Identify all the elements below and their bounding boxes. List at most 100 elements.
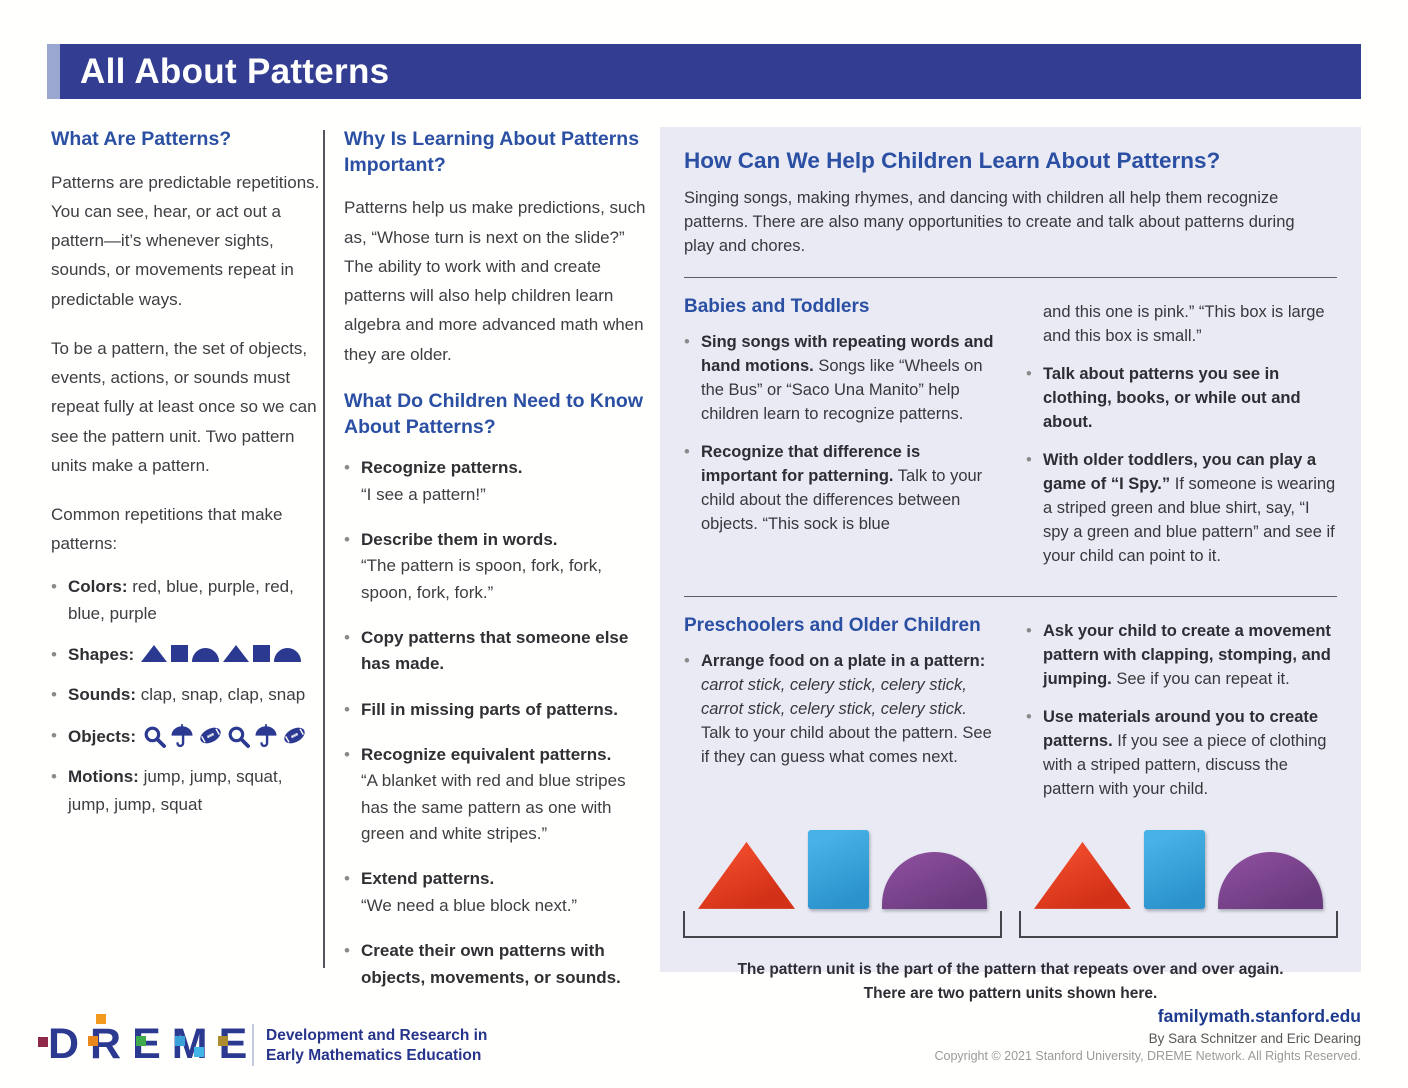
copyright-text: Copyright © 2021 Stanford University, DR…	[934, 1049, 1361, 1063]
tagline-line1: Development and Research in	[266, 1027, 488, 1044]
motions-text: jump, jump, squat, jump, jump, squat	[68, 767, 283, 814]
square-icon	[252, 644, 270, 662]
know-item: Describe them in words.“The pattern is s…	[344, 527, 654, 606]
preschoolers-item: Ask your child to create a movement patt…	[1026, 620, 1336, 692]
red-triangle-block	[698, 841, 795, 909]
purple-semicircle-block	[1218, 851, 1323, 909]
babies-left-list: Sing songs with repeating words and hand…	[684, 331, 1000, 536]
list-item-motions: Motions: jump, jump, squat, jump, jump, …	[51, 763, 323, 818]
pattern-unit-2	[1019, 829, 1338, 938]
babies-item: Recognize that difference is important f…	[684, 441, 1000, 537]
logo-accent-square	[38, 1037, 48, 1047]
pattern-unit-1	[683, 829, 1002, 938]
logo-accent-square	[175, 1036, 185, 1046]
pattern-unit-shapes	[683, 829, 1002, 909]
magnifier-icon	[144, 726, 166, 748]
byline-text: By Sara Schnitzer and Eric Dearing	[1148, 1031, 1361, 1046]
why-paragraph: Patterns help us make predictions, such …	[344, 198, 646, 364]
logo-tagline-divider	[252, 1024, 254, 1066]
preschoolers-item: Use materials around you to create patte…	[1026, 706, 1336, 802]
square-icon	[170, 644, 188, 662]
repetitions-intro: Common repetitions that make patterns:	[51, 505, 283, 554]
babies-right-list: Talk about patterns you see in clothing,…	[1026, 363, 1336, 568]
preschoolers-left-list: Arrange food on a plate in a pattern: ca…	[684, 650, 1000, 770]
objects-label: Objects:	[68, 726, 137, 746]
know-item: Extend patterns.“We need a blue block ne…	[344, 866, 654, 919]
help-children-panel: How Can We Help Children Learn About Pat…	[660, 127, 1361, 1002]
football-icon	[284, 727, 305, 743]
babies-toddlers-section: Babies and Toddlers Sing songs with repe…	[684, 296, 1337, 582]
logo-accent-square	[218, 1036, 228, 1046]
umbrella-icon	[255, 723, 277, 747]
why-and-know-section: Why Is Learning About Patterns Important…	[344, 127, 654, 1010]
what-paragraph-2: To be a pattern, the set of objects, eve…	[51, 338, 317, 475]
sounds-text: clap, snap, clap, snap	[140, 685, 306, 705]
figure-caption: The pattern unit is the part of the patt…	[684, 958, 1337, 1006]
logo-accent-square	[88, 1036, 98, 1046]
pattern-unit-shapes	[1019, 829, 1338, 909]
section-heading-what: What Are Patterns?	[51, 128, 232, 150]
red-triangle-block	[1034, 841, 1131, 909]
page-title: All About Patterns	[80, 51, 390, 91]
magnifier-icon	[228, 726, 250, 748]
section-heading-why: Why Is Learning About Patterns Important…	[344, 128, 640, 176]
panel-title: How Can We Help Children Learn About Pat…	[684, 148, 1221, 173]
list-item-colors: Colors: red, blue, purple, red, blue, pu…	[51, 573, 323, 628]
babies-item: Sing songs with repeating words and hand…	[684, 331, 1000, 427]
list-item-shapes: Shapes:	[51, 641, 323, 669]
semicircle-icon	[273, 647, 301, 662]
sounds-label: Sounds:	[68, 685, 136, 705]
know-item: Fill in missing parts of patterns.	[344, 697, 654, 724]
footer-credits: familymath.stanford.edu By Sara Schnitze…	[934, 1006, 1361, 1063]
semicircle-icon	[191, 647, 219, 662]
banner-accent-stripe	[47, 44, 60, 99]
preschoolers-heading: Preschoolers and Older Children	[684, 615, 981, 637]
dreme-tagline: Development and Research in Early Mathem…	[266, 1026, 487, 1067]
pattern-unit-bracket	[683, 910, 1002, 938]
purple-semicircle-block	[882, 851, 987, 909]
website-link[interactable]: familymath.stanford.edu	[1157, 1006, 1361, 1026]
umbrella-icon	[171, 723, 193, 747]
colors-label: Colors:	[68, 576, 128, 596]
list-item-sounds: Sounds: clap, snap, clap, snap	[51, 681, 323, 709]
motions-label: Motions:	[68, 767, 139, 787]
panel-divider	[684, 596, 1337, 598]
blue-square-block	[808, 829, 869, 909]
know-item: Recognize patterns.“I see a pattern!”	[344, 455, 654, 508]
blue-square-block	[1144, 829, 1205, 909]
triangle-icon	[140, 644, 167, 662]
know-item: Recognize equivalent patterns.“A blanket…	[344, 742, 654, 847]
pattern-units-figure	[683, 829, 1338, 938]
football-icon	[200, 727, 221, 743]
babies-left-column: Babies and Toddlers Sing songs with repe…	[684, 296, 1000, 550]
list-item-objects: Objects:	[51, 722, 323, 751]
logo-accent-square	[96, 1014, 106, 1024]
tagline-line2: Early Mathematics Education	[266, 1047, 482, 1065]
babies-heading: Babies and Toddlers	[684, 296, 870, 318]
triangle-icon	[222, 644, 249, 662]
column-divider	[323, 130, 325, 968]
section-heading-know: What Do Children Need to Know About Patt…	[344, 389, 643, 438]
shapes-label: Shapes:	[68, 644, 135, 664]
pattern-unit-bracket	[1019, 910, 1338, 938]
panel-intro: Singing songs, making rhymes, and dancin…	[684, 189, 1295, 256]
header-banner: All About Patterns	[47, 44, 1361, 99]
preschoolers-right-column: Ask your child to create a movement patt…	[1026, 620, 1336, 815]
what-are-patterns-section: What Are Patterns? Patterns are predicta…	[51, 127, 323, 831]
logo-accent-square	[136, 1036, 146, 1046]
dreme-logo-text: DREME	[48, 1020, 259, 1068]
preschoolers-right-list: Ask your child to create a movement patt…	[1026, 620, 1336, 801]
know-item: Create their own patterns with objects, …	[344, 938, 654, 991]
what-paragraph-1: Patterns are predictable repetitions. Yo…	[51, 172, 320, 309]
logo-accent-square	[194, 1047, 204, 1057]
babies-right-column: and this one is pink.” “This box is larg…	[1026, 301, 1336, 582]
babies-item: Talk about patterns you see in clothing,…	[1026, 363, 1336, 435]
know-item: Copy patterns that someone else has made…	[344, 625, 654, 678]
figure-caption-line1: The pattern unit is the part of the patt…	[737, 960, 1284, 978]
colors-text: red, blue, purple, red, blue, purple	[68, 576, 294, 624]
dreme-logo: DREME	[38, 1014, 248, 1068]
repetitions-list: Colors: red, blue, purple, red, blue, pu…	[51, 573, 323, 819]
preschoolers-item: Arrange food on a plate in a pattern: ca…	[684, 650, 1000, 770]
preschoolers-left-column: Preschoolers and Older Children Arrange …	[684, 615, 1000, 784]
